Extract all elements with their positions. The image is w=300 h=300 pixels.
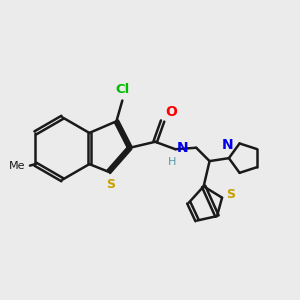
Text: N: N (222, 138, 233, 152)
Text: O: O (165, 105, 177, 118)
Text: Me: Me (9, 161, 26, 172)
Text: N: N (176, 141, 188, 155)
Text: S: S (106, 178, 115, 191)
Text: S: S (226, 188, 236, 201)
Text: Cl: Cl (116, 83, 130, 96)
Text: H: H (168, 157, 177, 167)
